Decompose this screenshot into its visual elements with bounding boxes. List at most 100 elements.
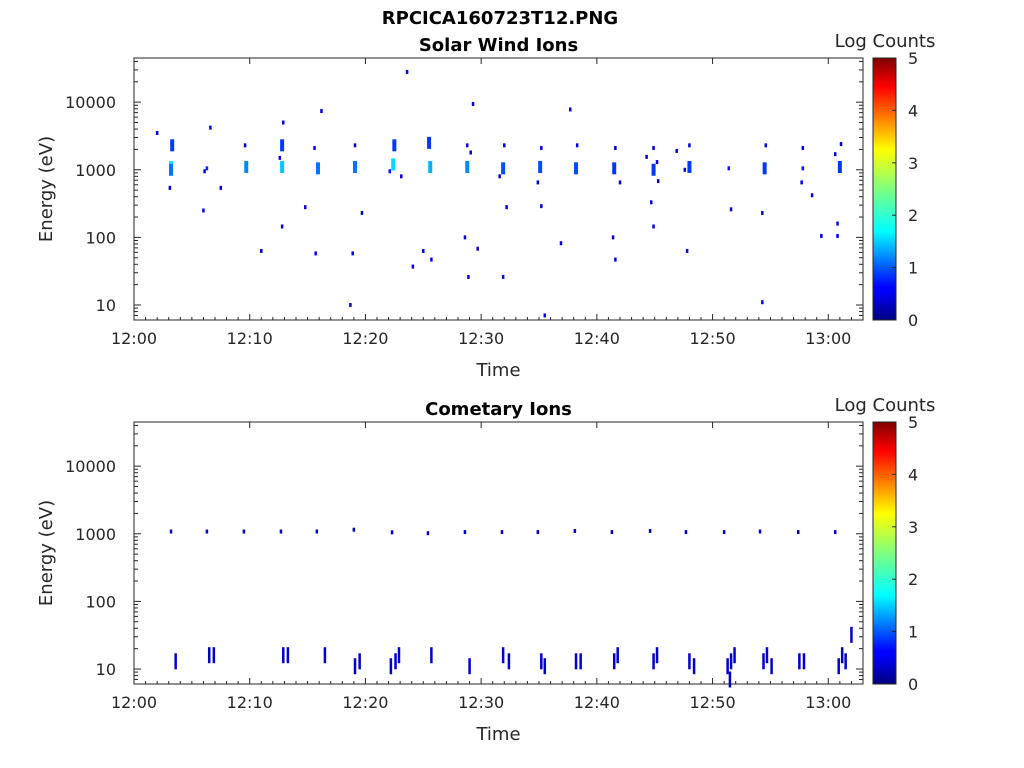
data-point (675, 148, 678, 153)
data-point (349, 303, 352, 308)
data-point (168, 185, 172, 190)
figure-title: RPCICA160723T12.PNG (382, 8, 618, 29)
panel-title: Cometary Ions (425, 399, 572, 420)
data-point (801, 166, 805, 171)
panel-title: Solar Wind Ions (419, 35, 578, 56)
data-point (850, 626, 853, 643)
y-axis-label: Energy (eV) (36, 500, 57, 606)
data-point (430, 647, 433, 664)
data-point (764, 143, 768, 148)
x-tick-label: 12:30 (458, 329, 504, 348)
data-point (314, 251, 317, 256)
data-point (286, 647, 290, 664)
data-point (652, 224, 655, 229)
data-point (507, 653, 511, 670)
data-point (837, 658, 840, 675)
data-point (205, 529, 209, 534)
data-point (614, 145, 617, 150)
data-point (503, 143, 506, 148)
data-point (655, 160, 659, 165)
data-point (649, 200, 653, 205)
data-point (733, 647, 736, 664)
data-point (205, 166, 209, 171)
data-point (836, 221, 839, 226)
data-point (833, 530, 837, 535)
data-point (652, 653, 655, 670)
data-point (465, 160, 470, 173)
data-point (687, 160, 692, 173)
data-point (389, 658, 393, 675)
data-point (761, 210, 764, 215)
data-point (426, 531, 430, 536)
colorbar-tick-label: 5 (908, 413, 918, 432)
x-tick-label: 12:50 (690, 693, 736, 712)
data-point (315, 529, 319, 534)
data-point (411, 264, 415, 269)
y-tick-label: 10 (96, 660, 116, 679)
data-point (770, 658, 773, 675)
data-point (463, 235, 467, 240)
data-point (840, 647, 844, 664)
y-tick-label: 10000 (65, 457, 116, 476)
data-point (610, 530, 614, 535)
data-point (467, 274, 470, 279)
data-point (618, 180, 622, 185)
data-point (574, 653, 578, 670)
data-point (203, 169, 206, 174)
data-point (820, 233, 823, 238)
data-point (652, 145, 655, 150)
data-point (476, 246, 479, 251)
x-tick-label: 13:00 (805, 329, 851, 348)
y-tick-label: 1000 (75, 525, 116, 544)
colorbar-tick-label: 0 (908, 675, 918, 694)
data-point (800, 180, 803, 185)
data-point (765, 647, 769, 664)
data-point (422, 248, 425, 253)
data-point (837, 160, 842, 173)
x-tick-label: 12:40 (574, 693, 620, 712)
data-point (616, 647, 619, 664)
data-point (313, 145, 316, 150)
data-point (844, 653, 847, 670)
colorbar-tick-label: 4 (908, 101, 918, 120)
colorbar-tick-label: 1 (908, 259, 918, 278)
colorbar-tick-label: 3 (908, 518, 918, 537)
data-point (727, 166, 731, 171)
x-tick-label: 12:10 (227, 693, 273, 712)
data-point (323, 647, 327, 664)
x-tick-label: 12:30 (458, 693, 504, 712)
data-point (612, 162, 617, 175)
x-tick-label: 12:40 (574, 329, 620, 348)
data-point (688, 143, 691, 148)
data-point (729, 653, 733, 670)
data-point (466, 143, 469, 148)
data-point (801, 145, 805, 150)
data-point (242, 529, 246, 534)
data-point (758, 529, 762, 534)
data-point (536, 530, 540, 535)
data-point (391, 158, 396, 171)
data-point (810, 193, 814, 198)
colorbar-tick-label: 1 (908, 623, 918, 642)
y-tick-label: 100 (85, 228, 116, 247)
data-point (501, 162, 506, 175)
data-point (463, 530, 467, 535)
data-point (685, 248, 689, 253)
data-point (655, 647, 659, 664)
solar-wind-ions-panel: Solar Wind Ions 12:00 12:10 12:20 12:30 12:40… (36, 31, 935, 381)
data-point (212, 647, 216, 664)
colorbar-tick-label: 4 (908, 465, 918, 484)
data-point (540, 204, 543, 209)
data-point (536, 180, 540, 185)
data-point (169, 163, 174, 176)
data-point (353, 143, 357, 148)
data-point (280, 139, 285, 152)
data-point (505, 205, 508, 210)
data-point (836, 233, 839, 238)
data-point (170, 139, 175, 152)
colorbar-tick-label: 0 (908, 311, 918, 330)
data-point (394, 653, 397, 670)
data-point (351, 251, 354, 256)
data-point (468, 658, 471, 675)
